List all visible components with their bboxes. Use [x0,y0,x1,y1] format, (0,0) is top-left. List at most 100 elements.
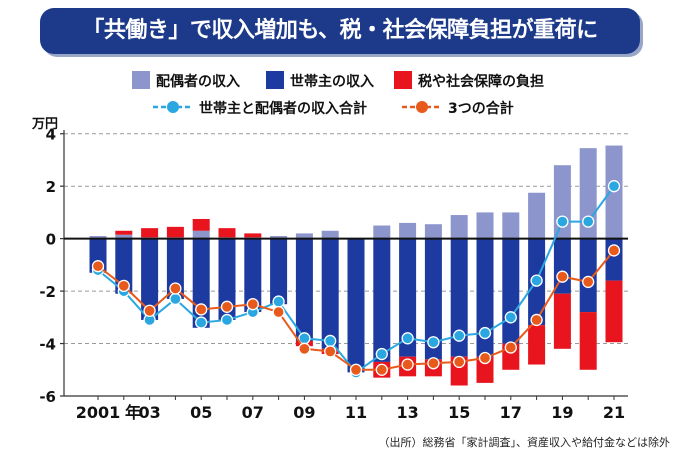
bar-segment [270,236,288,239]
x-tick-label: 11 [345,403,367,422]
data-point [117,279,130,292]
data-point [272,305,285,319]
legend-label: 税や社会保障の負担 [418,73,544,90]
data-point [375,347,388,361]
bar-segment [218,228,236,238]
data-point [324,334,337,348]
data-point [582,275,595,289]
chart-title: 「共働き」で収入増加も、税・社会保障負担が重荷に [82,18,598,43]
data-point [169,292,182,306]
data-point [530,274,543,287]
x-tick-label: 13 [396,403,418,422]
data-point [272,295,285,308]
y-unit-label: 万円 [31,117,58,132]
y-tick-label: 4 [46,126,56,144]
data-point [298,342,311,355]
bar-segment [244,233,262,238]
data-point [220,313,234,327]
data-point [427,357,440,370]
data-point [169,282,182,295]
bar-segment [192,230,210,239]
bar-segment [502,238,520,344]
data-point [195,303,208,316]
x-year-suffix: 年 [125,403,141,422]
source-note: （出所）総務省「家計調査」、資産収入や給付金などは除外 [379,435,671,449]
x-tick-label: 05 [190,403,212,422]
bar-segment [399,222,417,239]
bar-segment [553,293,571,349]
bar-segment [579,238,597,313]
bar-segment [141,228,159,238]
data-point [453,329,466,342]
bar-segment [244,238,262,313]
legend-marker [167,101,179,113]
bar-segment [373,238,391,362]
data-point [427,336,440,349]
x-tick-label: 07 [242,403,264,422]
bar-segment [295,233,313,239]
x-tick-label: 2001 [76,403,121,422]
data-point [556,270,569,283]
data-point [246,298,259,311]
data-point [556,215,569,228]
bar-segment [141,238,159,320]
data-point [478,326,492,340]
x-tick-label: 17 [500,403,522,422]
bar-segment [528,192,546,239]
bar-segment [579,312,597,370]
data-point [582,215,595,228]
x-tick-label: 19 [551,403,573,422]
data-point [401,358,414,371]
data-point [349,363,363,376]
y-tick-label: 0 [46,231,56,249]
data-point [453,355,466,369]
bar-segment [89,236,107,239]
bar-segment [270,238,288,305]
legend-label: 3つの合計 [448,100,514,117]
bar-segment [450,215,468,239]
y-tick-label: -6 [39,388,56,406]
title-banner: 「共働き」で収入増加も、税・社会保障負担が重荷に [40,8,640,54]
legend-swatch [266,71,284,89]
legend-marker [416,101,428,113]
bar-segment [399,238,417,357]
data-point [324,345,337,358]
y-tick-label: 2 [46,178,56,196]
bar-segment [424,238,442,360]
bar-segment [192,218,210,231]
data-point [607,180,621,193]
data-point [195,316,208,329]
y-tick-label: -2 [39,283,56,301]
bar-segment [476,356,494,383]
legend-swatch [394,71,412,89]
legend-swatch [132,71,150,89]
x-tick-label: 03 [138,403,160,422]
legend-label: 世帯主の収入 [290,73,374,90]
data-point [530,313,543,327]
y-tick-label: -4 [39,336,56,354]
x-tick-label: 09 [293,403,315,422]
data-point [91,260,105,273]
bar-segment [476,212,494,239]
bar-segment [476,238,494,357]
bar-segment [528,325,546,365]
data-point [478,351,492,365]
data-point [401,332,414,345]
data-point [375,363,388,376]
bar-segment [218,238,236,320]
data-point [504,311,517,324]
x-tick-label: 21 [603,403,625,422]
bar-segment [321,238,339,349]
data-point [504,341,517,354]
bar-segment [347,238,365,373]
legend-label: 配偶者の収入 [156,73,240,90]
bar-segment [115,238,133,294]
bar-segment [295,238,313,341]
bar-segment [115,234,133,239]
bar-segment [115,230,133,235]
bar-segment [450,238,468,357]
bar-segment [166,226,184,238]
bar-segment [424,224,442,239]
